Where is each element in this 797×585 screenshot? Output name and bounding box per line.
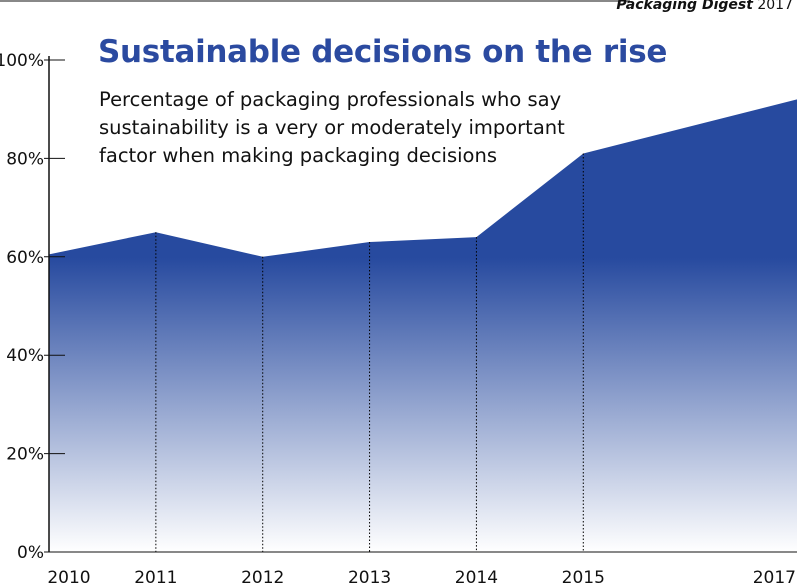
source-credit: Packaging Digest 2017 bbox=[616, 0, 793, 13]
x-tick-label: 2010 bbox=[47, 568, 90, 585]
source-publication: Packaging Digest bbox=[616, 0, 753, 13]
x-tick-label: 2017 bbox=[753, 568, 796, 585]
subtitle-line: factor when making packaging decisions bbox=[99, 144, 497, 167]
x-tick-label: 2014 bbox=[455, 568, 498, 585]
subtitle-line: sustainability is a very or moderately i… bbox=[99, 116, 565, 139]
chart-subtitle: Percentage of packaging professionals wh… bbox=[99, 86, 579, 170]
y-tick-label: 40% bbox=[6, 346, 44, 366]
y-tick-label: 80% bbox=[6, 149, 44, 169]
area-series bbox=[49, 99, 797, 553]
chart-title: Sustainable decisions on the rise bbox=[98, 34, 668, 70]
x-tick-label: 2015 bbox=[562, 568, 605, 585]
y-tick-label: 60% bbox=[6, 248, 44, 268]
subtitle-line: Percentage of packaging professionals wh… bbox=[99, 88, 562, 111]
x-tick-label: 2011 bbox=[134, 568, 177, 585]
y-tick-label: 20% bbox=[6, 445, 44, 465]
x-tick-label: 2012 bbox=[241, 568, 284, 585]
source-year: 2017 bbox=[757, 0, 793, 13]
y-tick-label: 0% bbox=[17, 543, 44, 563]
y-tick-label: 100% bbox=[0, 51, 44, 71]
x-tick-label: 2013 bbox=[348, 568, 391, 585]
